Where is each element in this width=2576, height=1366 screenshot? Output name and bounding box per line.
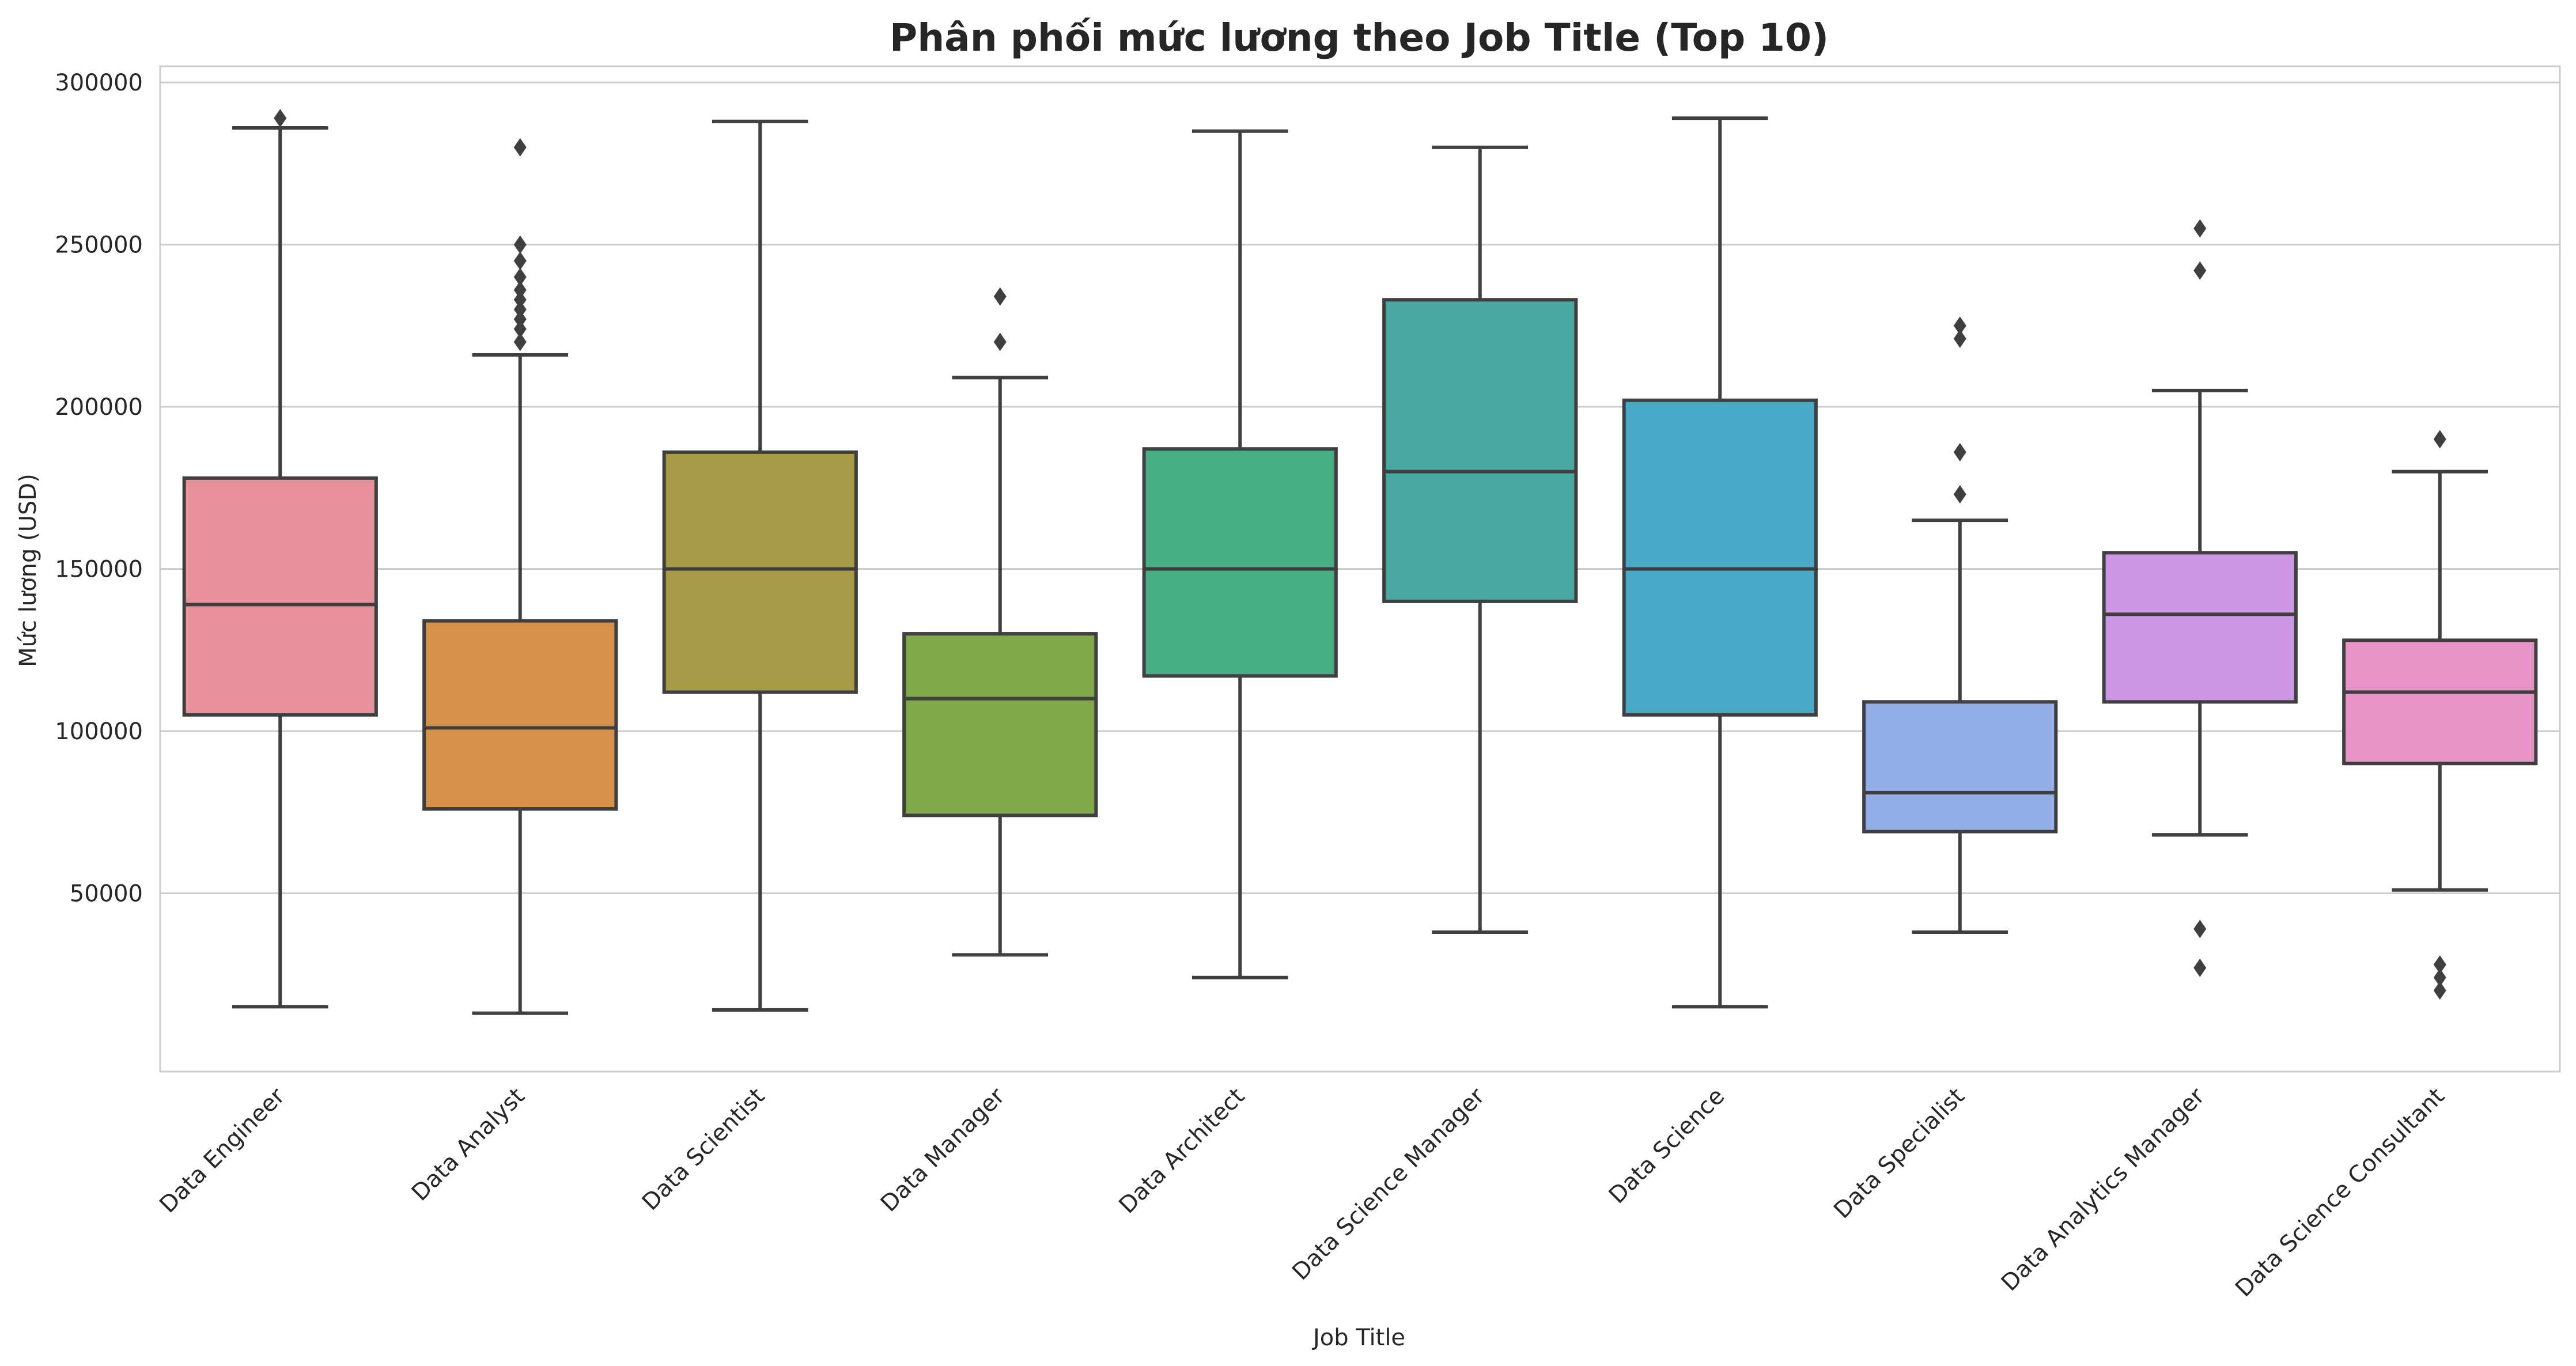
- outlier-point: [2193, 958, 2207, 977]
- iqr-box: [182, 476, 378, 717]
- box-9: [2102, 219, 2298, 977]
- outlier-point: [993, 332, 1007, 351]
- box-5: [1142, 129, 1338, 979]
- outlier-point: [2433, 968, 2446, 987]
- iqr-box: [902, 632, 1098, 818]
- iqr-box: [1862, 700, 2058, 834]
- outlier-point: [1953, 442, 1966, 461]
- y-tick-label: 250000: [55, 232, 143, 259]
- outlier-point: [513, 267, 527, 286]
- box-7: [1622, 116, 1818, 1009]
- outlier-point: [513, 251, 527, 270]
- box-8: [1862, 316, 2058, 934]
- y-axis-ticks: 50000 100000 150000 200000 250000 300000: [55, 70, 143, 907]
- y-tick-label: 200000: [55, 394, 143, 421]
- outlier-point: [2193, 219, 2207, 238]
- outlier-point: [2433, 981, 2446, 1000]
- x-axis-label: Job Title: [1311, 1325, 1405, 1351]
- y-tick-label: 100000: [55, 718, 143, 745]
- outlier-point: [1953, 329, 1966, 348]
- outlier-point: [2193, 261, 2207, 280]
- box-6: [1382, 145, 1578, 934]
- y-axis-label: Mức lương (USD): [15, 474, 41, 667]
- y-tick-label: 300000: [55, 70, 143, 96]
- box-3: [662, 119, 858, 1012]
- y-tick-label: 150000: [55, 557, 143, 583]
- iqr-box: [2342, 638, 2538, 766]
- box-10: [2342, 430, 2538, 1000]
- plot-frame: [159, 65, 2561, 1073]
- iqr-box: [1622, 398, 1818, 717]
- outlier-point: [513, 310, 527, 329]
- outlier-point: [1953, 316, 1966, 335]
- outlier-point: [274, 109, 287, 128]
- box-2: [422, 138, 618, 1015]
- outlier-point: [2433, 955, 2446, 974]
- outlier-point: [513, 290, 527, 309]
- chart-title: Phân phối mức lương theo Job Title (Top …: [890, 16, 1829, 60]
- iqr-box: [1382, 298, 1578, 603]
- iqr-box: [662, 450, 858, 694]
- outlier-point: [513, 332, 527, 351]
- box-4: [902, 287, 1098, 957]
- outlier-point: [2433, 430, 2446, 449]
- outlier-point: [513, 138, 527, 157]
- outlier-point: [2193, 920, 2207, 939]
- outlier-point: [993, 287, 1007, 306]
- outlier-point: [513, 319, 527, 338]
- iqr-box: [2102, 551, 2298, 704]
- iqr-box: [422, 619, 618, 811]
- box-1: [182, 109, 378, 1009]
- outlier-point: [1953, 485, 1966, 504]
- outlier-point: [513, 235, 527, 254]
- iqr-box: [1142, 447, 1338, 678]
- y-tick-label: 50000: [70, 880, 143, 907]
- box-series: [182, 109, 2538, 1015]
- outlier-point: [513, 281, 527, 300]
- outlier-point: [513, 300, 527, 319]
